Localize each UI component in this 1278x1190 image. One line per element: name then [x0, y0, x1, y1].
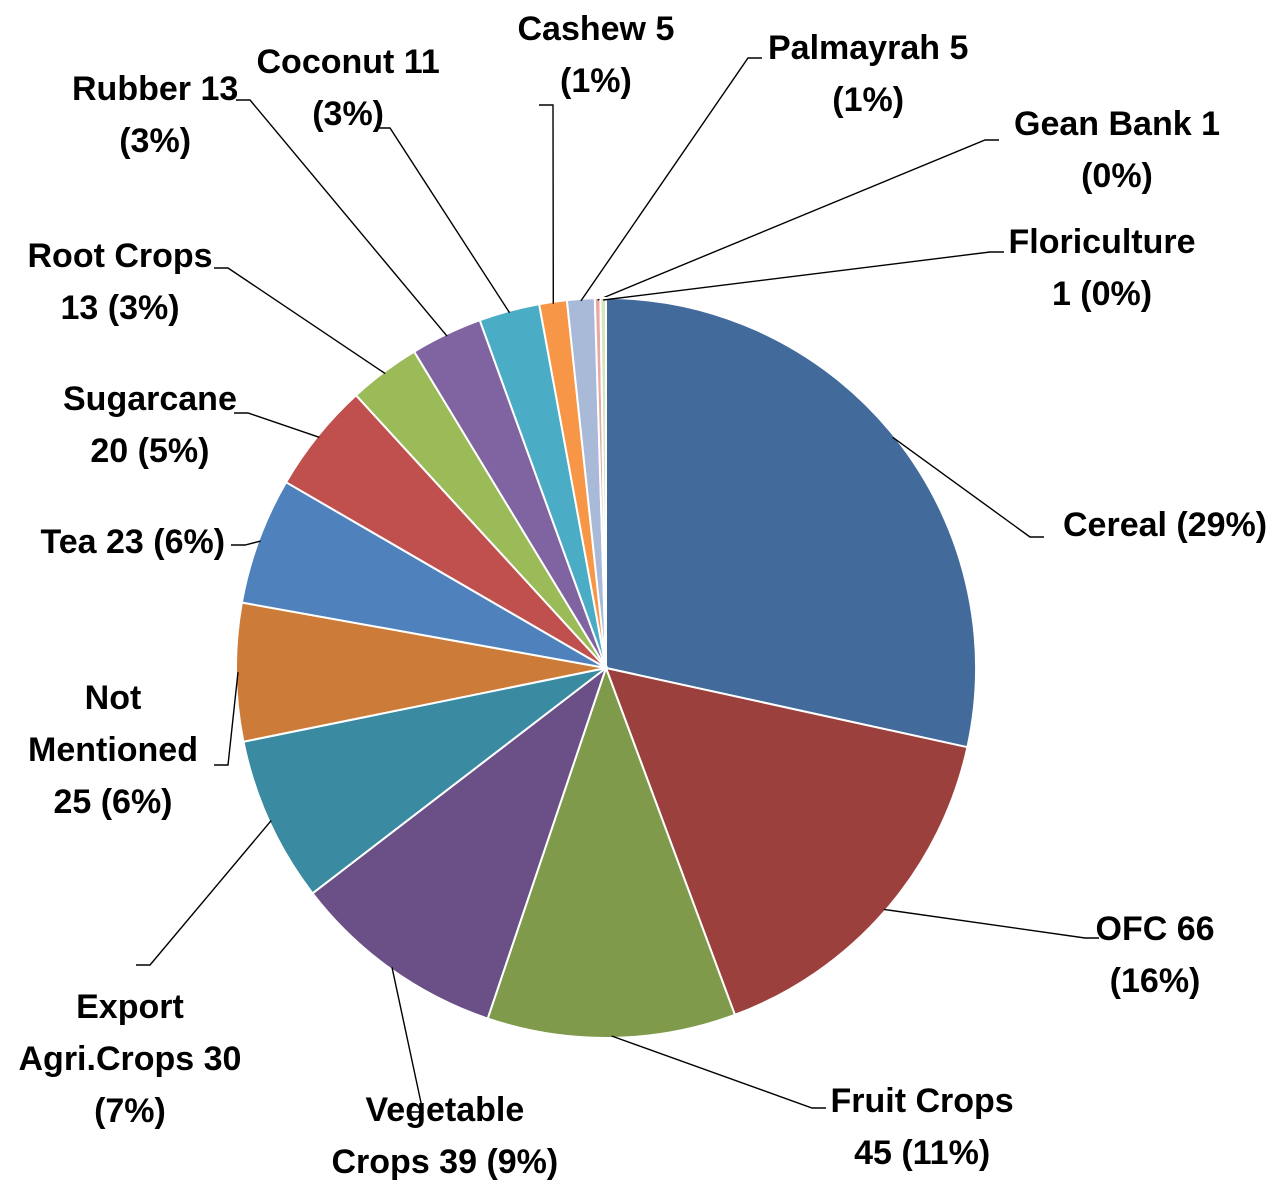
leader-line-cereal [892, 436, 1044, 538]
leader-line-export-agri-crops [136, 820, 272, 966]
slice-label-export-agri-crops: Export Agri.Crops 30 (7%) [19, 981, 242, 1137]
slice-label-line: Cereal (29%) [1063, 506, 1268, 544]
slice-label-line: (7%) [94, 1092, 166, 1130]
slice-label-line: (0%) [1081, 157, 1153, 195]
slice-label-not-mentioned: Not Mentioned 25 (6%) [28, 672, 198, 828]
slice-label-line: Cashew 5 [517, 10, 675, 48]
slice-label-line: Root Crops [27, 237, 213, 275]
slice-label-sugarcane: Sugarcane 20 (5%) [63, 373, 237, 477]
slice-label-gean-bank: Gean Bank 1 (0%) [1014, 98, 1220, 202]
slice-label-line: Fruit Crops [830, 1082, 1014, 1120]
slice-label-line: Sugarcane [63, 380, 237, 418]
leader-line-gean-bank [597, 139, 999, 301]
slice-label-fruit-crops: Fruit Crops 45 (11%) [831, 1075, 1014, 1179]
leader-line-fruit-crops [611, 1035, 826, 1109]
leader-line-ofc [883, 908, 1099, 939]
leader-line-palmayrah [580, 57, 762, 302]
slice-label-coconut: Coconut 11 (3%) [257, 36, 440, 140]
leader-line-floriculture [603, 251, 1004, 301]
slice-label-line: (3%) [312, 95, 385, 133]
leader-line-coconut [376, 127, 511, 314]
slice-label-palmayrah: Palmayrah 5 (1%) [768, 22, 968, 126]
slice-label-line: Coconut 11 [256, 43, 440, 81]
leader-line-tea [231, 540, 261, 546]
slice-label-rubber: Rubber 13 (3%) [72, 63, 238, 167]
slice-label-cashew: Cashew 5 (1%) [518, 3, 675, 107]
pie-slice-fruit-crops [486, 665, 737, 1039]
slice-label-line: Floriculture [1008, 223, 1196, 261]
slice-label-line: Tea 23 (6%) [40, 523, 226, 561]
slice-label-line: Mentioned [28, 731, 198, 769]
leader-line-vegetable-crops [391, 967, 424, 1113]
pie-slice-tea [240, 480, 607, 669]
slice-label-line: Vegetable [365, 1091, 525, 1129]
slice-label-floriculture: Floriculture 1 (0%) [1009, 216, 1196, 320]
slice-label-line: Not [84, 679, 142, 717]
slice-label-line: 25 (6%) [53, 783, 173, 821]
pie-slice-export-agri-crops [242, 667, 607, 895]
slice-label-line: (1%) [832, 81, 905, 119]
slice-label-root-crops: Root Crops 13 (3%) [28, 230, 213, 334]
slice-label-line: OFC 66 [1095, 910, 1215, 948]
leader-line-not-mentioned [214, 672, 239, 766]
pie-slice-vegetable-crops [311, 665, 608, 1020]
slice-label-cereal: Cereal (29%) [1063, 499, 1267, 551]
slice-label-line: (16%) [1109, 962, 1201, 1000]
slice-label-ofc: OFC 66 (16%) [1096, 903, 1215, 1007]
pie-slice-ofc [604, 666, 969, 1017]
leader-line-root-crops [214, 267, 386, 375]
pie-slice-not-mentioned [235, 601, 607, 743]
slice-label-line: Export [76, 988, 184, 1026]
slice-label-line: Rubber 13 [72, 70, 239, 108]
slice-label-tea: Tea 23 (6%) [41, 516, 226, 568]
slice-label-line: Agri.Crops 30 [18, 1040, 242, 1078]
slice-label-line: Gean Bank 1 [1014, 105, 1220, 143]
pie-slice-floriculture [599, 296, 607, 669]
slice-label-line: 45 (11%) [854, 1134, 991, 1172]
slice-label-line: (3%) [119, 122, 192, 160]
slice-label-line: (1%) [560, 62, 632, 100]
slice-label-line: 20 (5%) [90, 432, 210, 470]
slice-label-vegetable-crops: Vegetable Crops 39 (9%) [332, 1084, 559, 1188]
slice-label-line: Palmayrah 5 [768, 29, 969, 67]
pie-slice-cereal [605, 296, 977, 749]
slice-label-line: Crops 39 (9%) [331, 1143, 559, 1181]
slice-label-line: 1 (0%) [1051, 275, 1153, 313]
leader-line-rubber [236, 99, 448, 337]
leader-line-sugarcane [234, 412, 320, 438]
slice-label-line: 13 (3%) [60, 289, 180, 327]
leader-line-cashew [539, 104, 554, 304]
